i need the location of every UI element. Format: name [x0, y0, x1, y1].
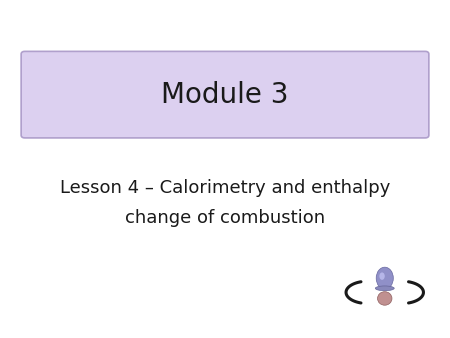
Text: Module 3: Module 3	[161, 81, 289, 108]
FancyBboxPatch shape	[21, 51, 429, 138]
Text: change of combustion: change of combustion	[125, 209, 325, 227]
Ellipse shape	[375, 286, 394, 291]
Ellipse shape	[379, 272, 385, 280]
Ellipse shape	[378, 292, 392, 305]
Ellipse shape	[376, 267, 393, 289]
Text: Lesson 4 – Calorimetry and enthalpy: Lesson 4 – Calorimetry and enthalpy	[60, 178, 390, 197]
